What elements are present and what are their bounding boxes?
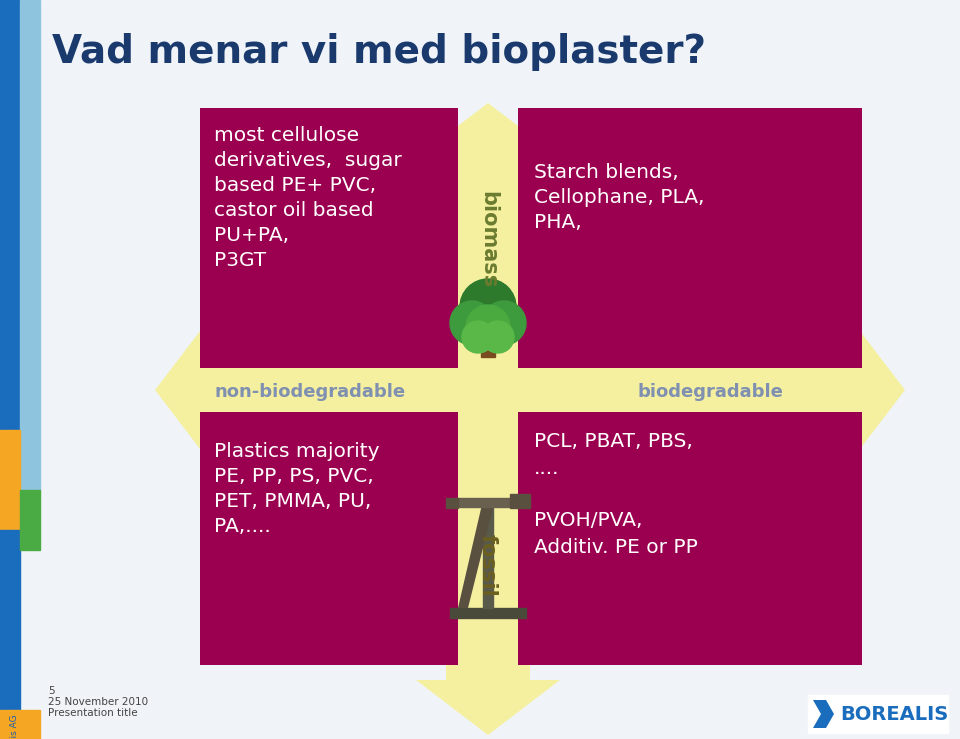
- Bar: [200, 412, 458, 665]
- Circle shape: [462, 321, 494, 353]
- Text: Presentation title: Presentation title: [48, 708, 137, 718]
- Bar: [456, 498, 516, 507]
- Bar: [481, 335, 495, 357]
- Bar: [483, 500, 493, 608]
- Text: biomass: biomass: [478, 191, 498, 289]
- Bar: [0, 430, 20, 530]
- Bar: [200, 108, 458, 368]
- Text: Plastics majority
PE, PP, PS, PVC,
PET, PMMA, PU,
PA,....: Plastics majority PE, PP, PS, PVC, PET, …: [214, 442, 379, 536]
- Text: Starch blends,
Cellophane, PLA,
PHA,: Starch blends, Cellophane, PLA, PHA,: [534, 163, 705, 232]
- Circle shape: [482, 321, 514, 353]
- Bar: [510, 494, 530, 508]
- Polygon shape: [813, 700, 834, 728]
- Circle shape: [450, 301, 494, 345]
- Text: PCL, PBAT, PBS,
....

PVOH/PVA,
Additiv. PE or PP: PCL, PBAT, PBS, .... PVOH/PVA, Additiv. …: [534, 432, 698, 557]
- Circle shape: [466, 305, 510, 349]
- Polygon shape: [458, 500, 493, 608]
- Bar: [20, 0, 40, 490]
- Text: biodegradable: biodegradable: [637, 383, 783, 401]
- Bar: [0, 530, 20, 710]
- Text: non-biodegradable: non-biodegradable: [214, 383, 405, 401]
- Bar: [518, 412, 862, 665]
- Circle shape: [460, 279, 516, 335]
- Bar: [20, 490, 40, 550]
- Bar: [518, 108, 862, 368]
- Polygon shape: [155, 103, 905, 735]
- Bar: [808, 695, 948, 733]
- Text: 5: 5: [48, 686, 55, 696]
- Circle shape: [482, 301, 526, 345]
- Text: fossil: fossil: [478, 534, 498, 596]
- Text: BOREALIS: BOREALIS: [840, 704, 948, 723]
- Text: Vad menar vi med bioplaster?: Vad menar vi med bioplaster?: [52, 33, 706, 71]
- Text: 25 November 2010: 25 November 2010: [48, 697, 148, 707]
- Bar: [0, 0, 20, 430]
- Text: most cellulose
derivatives,  sugar
based PE+ PVC,
castor oil based
PU+PA,
P3GT: most cellulose derivatives, sugar based …: [214, 126, 401, 270]
- Bar: [446, 498, 458, 508]
- Bar: [450, 608, 526, 618]
- Bar: [0, 710, 40, 739]
- Text: © 2010 Borealis AG: © 2010 Borealis AG: [10, 714, 19, 739]
